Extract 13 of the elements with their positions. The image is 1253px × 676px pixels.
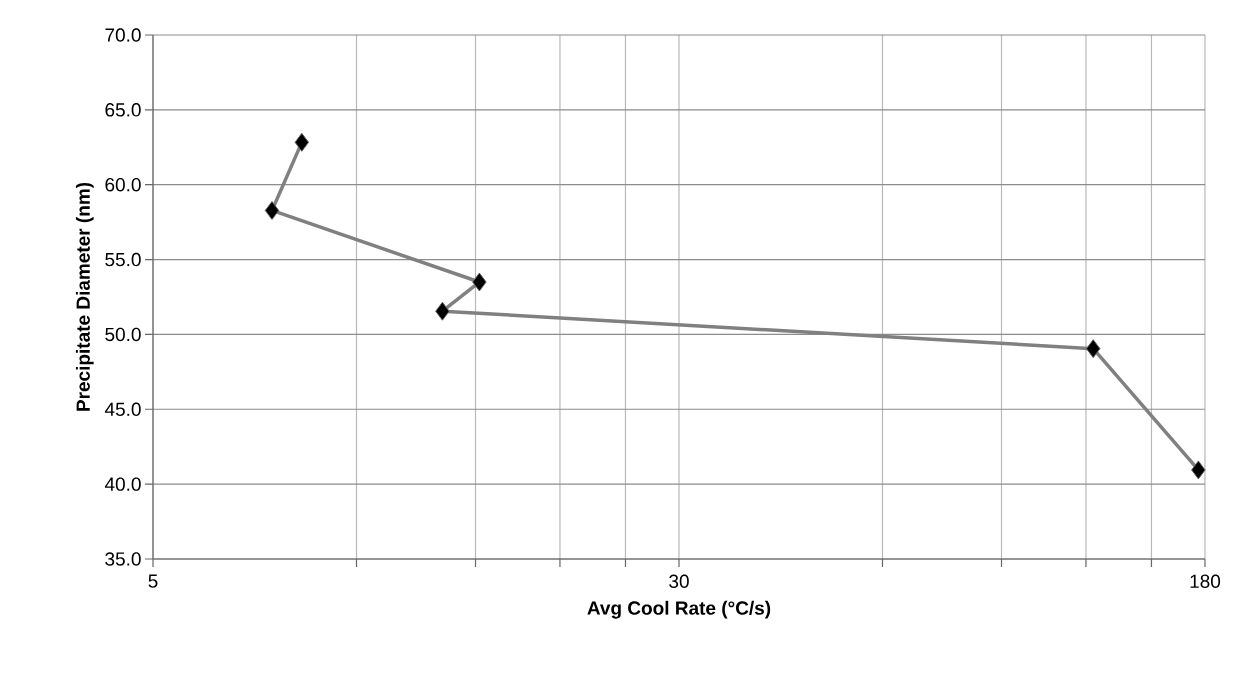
y-tick-label: 70.0 [105,28,141,42]
x-tick-label: 5 [148,574,158,588]
y-tick-label: 60.0 [105,177,141,192]
x-tick-label: 30 [669,574,689,588]
y-tick-label: 40.0 [104,477,141,491]
x-axis-title: Avg Cool Rate (°C/s) [587,600,771,619]
y-tick-label: 35.0 [105,552,141,566]
y-axis-title: Precipitate Diameter (nm) [75,182,94,411]
y-tick-label: 50.0 [105,327,141,342]
x-tick-label: 180 [1190,574,1221,588]
y-tick-label: 55.0 [105,252,141,267]
y-tick-label: 45.0 [104,402,141,416]
y-tick-label: 65.0 [105,103,141,117]
